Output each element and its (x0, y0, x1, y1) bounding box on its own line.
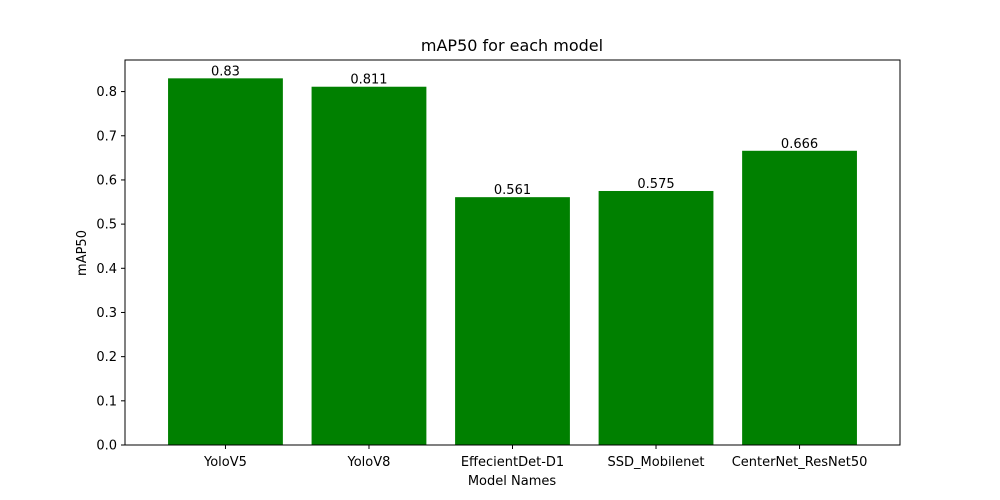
y-tick-label: 0.0 (96, 439, 117, 454)
y-tick-label: 0.3 (96, 306, 117, 321)
data-label: 0.83 (211, 64, 240, 79)
data-label: 0.561 (494, 183, 531, 198)
bar-centernet-resnet50 (742, 150, 857, 445)
y-axis-label: mAP50 (75, 230, 90, 276)
x-tick-label: YoloV8 (347, 455, 391, 470)
y-tick-label: 0.1 (96, 394, 117, 409)
y-tick-label: 0.2 (96, 350, 117, 365)
y-tick-label: 0.6 (96, 173, 117, 188)
y-tick-label: 0.5 (96, 218, 117, 233)
x-tick-label: YoloV5 (203, 455, 247, 470)
bar-effecientdet-d1 (455, 197, 570, 445)
x-tick-label: CenterNet_ResNet50 (732, 455, 868, 470)
bar-ssd-mobilenet (598, 190, 714, 445)
y-tick-label: 0.4 (96, 262, 117, 277)
plot-area-frame (124, 59, 901, 446)
chart-title: mAP50 for each model (421, 36, 603, 55)
bar-yolov8 (311, 86, 427, 446)
x-tick-label: SSD_Mobilenet (608, 455, 705, 470)
data-label: 0.811 (350, 73, 387, 88)
y-tick-label: 0.8 (96, 85, 117, 100)
data-label: 0.575 (637, 177, 674, 192)
data-label: 0.666 (781, 137, 818, 152)
x-axis-label: Model Names (468, 474, 557, 489)
y-axis-ticks: 0.0 0.1 0.2 0.3 0.4 0.5 0.6 0.7 0.8 (96, 85, 125, 454)
x-axis-ticks: YoloV5 YoloV8 EffecientDet-D1 SSD_Mobilenet… (203, 445, 867, 470)
bars-layer: 0.83 0.811 0.561 0.575 0.666 (168, 64, 857, 446)
x-tick-label: EffecientDet-D1 (461, 455, 564, 470)
bar-yolov5 (168, 78, 283, 445)
y-tick-label: 0.7 (96, 129, 117, 144)
